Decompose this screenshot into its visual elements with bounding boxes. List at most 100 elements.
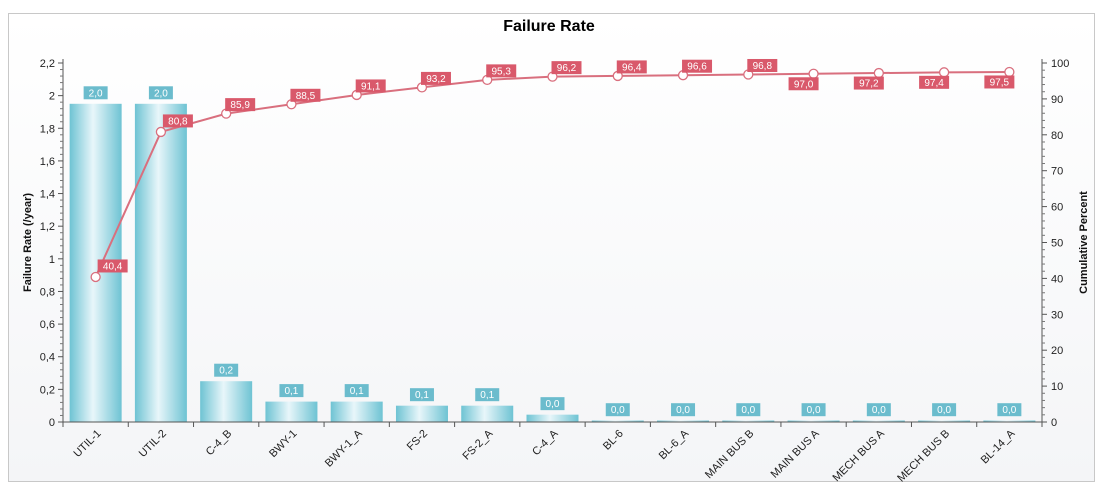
bar-MECH BUS B <box>918 420 971 422</box>
bar-FS-2_A <box>461 405 514 422</box>
cumulative-data-label-text: 97,5 <box>990 77 1010 88</box>
cumulative-data-label-text: 96,8 <box>753 61 773 72</box>
y2-tick-label: 90 <box>1051 94 1063 106</box>
bar-data-label-bg <box>409 388 434 402</box>
bar-data-label: 0,0 <box>605 403 630 417</box>
y-tick-label: 0,8 <box>40 286 55 298</box>
y-tick-label: 0,2 <box>40 384 55 396</box>
bar-data-label-text: 2,0 <box>89 88 103 99</box>
cumulative-data-label-text: 85,9 <box>230 100 250 111</box>
bar-data-label: 0,2 <box>214 363 239 377</box>
y-tick-label: 0,4 <box>40 352 55 364</box>
bar-data-label: 0,1 <box>475 388 500 402</box>
bar-data-label-bg <box>671 403 696 417</box>
y-tick-label: 1,2 <box>40 221 55 233</box>
bar-data-label-bg <box>279 384 304 398</box>
cumulative-data-label-text: 91,1 <box>361 81 381 92</box>
y-tick-label: 2,2 <box>40 58 55 70</box>
cumulative-data-label-text: 93,2 <box>426 74 446 85</box>
bar-data-label: 0,1 <box>409 388 434 402</box>
cumulative-point <box>155 126 167 138</box>
bar-MAIN BUS B <box>722 420 775 422</box>
chart-title: Failure Rate <box>503 18 595 35</box>
x-tick-label: BWY-1 <box>267 428 299 460</box>
cumulative-data-label: 85,9 <box>225 98 256 112</box>
y-axis-title: Failure Rate (/year) <box>22 193 34 292</box>
bar-data-label: 0,0 <box>736 403 761 417</box>
cumulative-data-label-text: 97,0 <box>794 79 814 90</box>
cumulative-point <box>938 67 950 78</box>
cumulative-data-label: 95,3 <box>486 64 517 78</box>
cumulative-data-label-text: 97,2 <box>859 79 879 90</box>
cumulative-data-label-text: 95,3 <box>491 66 511 77</box>
bar-data-label-bg <box>214 363 239 377</box>
y2-tick-label: 30 <box>1051 309 1063 321</box>
y-tick-label: 0 <box>49 417 55 429</box>
y2-tick-label: 10 <box>1051 381 1063 393</box>
cumulative-data-label-text: 97,4 <box>924 78 944 89</box>
bar-data-label: 2,0 <box>148 86 173 100</box>
cumulative-data-label: 97,5 <box>984 75 1015 89</box>
cumulative-data-label-bg <box>682 59 713 73</box>
cumulative-data-label: 97,4 <box>919 75 950 89</box>
bar-data-label-text: 0,0 <box>676 405 690 416</box>
bar-data-label-text: 0,1 <box>284 386 298 397</box>
cumulative-data-label: 80,8 <box>162 114 193 128</box>
bar-data-label-text: 0,0 <box>741 405 755 416</box>
bar-C-4_B <box>200 381 253 422</box>
y-tick-label: 1 <box>49 254 55 266</box>
bar-data-label-text: 0,2 <box>219 366 233 377</box>
y2-tick-label: 50 <box>1051 238 1063 250</box>
cumulative-data-label: 93,2 <box>420 71 451 85</box>
cumulative-data-label: 91,1 <box>355 79 386 93</box>
bar-data-label-text: 0,1 <box>480 390 494 401</box>
bar-data-label: 0,1 <box>344 384 369 398</box>
bar-data-label: 0,0 <box>801 403 826 417</box>
cumulative-data-label-text: 80,8 <box>168 116 188 127</box>
bar-data-label-text: 0,0 <box>611 405 625 416</box>
cumulative-point <box>873 67 884 79</box>
x-tick-label: BL-6_A <box>657 427 692 462</box>
bar-data-label-bg <box>540 397 565 411</box>
cumulative-data-label-bg <box>486 64 517 78</box>
cumulative-data-label-text: 40,4 <box>103 261 123 272</box>
cumulative-data-label: 96,8 <box>747 58 778 72</box>
x-tick-label: FS-2 <box>405 428 430 453</box>
bar-data-label-bg <box>866 403 891 417</box>
bar-BL-6_A <box>657 420 710 422</box>
x-tick-label: MECH BUS A <box>830 427 887 484</box>
bar-data-label-bg <box>932 403 957 417</box>
bar-data-label-text: 0,1 <box>350 386 364 397</box>
cumulative-data-label: 40,4 <box>97 259 128 273</box>
x-tick-label: UTIL-2 <box>137 428 169 460</box>
bar-FS-2 <box>395 405 448 422</box>
labels-layer: 2,0 2,0 0,2 0,1 0,1 0,1 0,1 0,0 0,0 0,0 0,0 0,0 0,0 0… <box>83 58 1022 417</box>
x-tick-label: C-4_A <box>530 427 561 458</box>
y2-tick-label: 70 <box>1051 166 1063 178</box>
bar-data-label: 0,0 <box>997 403 1022 417</box>
bar-data-label: 0,1 <box>279 384 304 398</box>
bar-data-label-bg <box>475 388 500 402</box>
bar-data-label: 0,0 <box>540 397 565 411</box>
x-tick-label: MAIN BUS B <box>703 428 756 481</box>
y2-tick-label: 60 <box>1051 202 1063 214</box>
bar-data-label-text: 0,1 <box>415 390 429 401</box>
x-tick-label: UTIL-1 <box>71 428 103 460</box>
cumulative-data-label: 96,4 <box>616 60 647 74</box>
bar-MECH BUS A <box>852 420 905 422</box>
x-tick-label: C-4_B <box>204 428 235 459</box>
cumulative-data-label-bg <box>420 71 451 85</box>
cumulative-data-label-bg <box>290 88 321 102</box>
bar-data-label-text: 0,0 <box>546 399 560 410</box>
bar-data-label: 0,0 <box>932 403 957 417</box>
bar-data-label-text: 0,0 <box>1002 405 1016 416</box>
y2-tick-label: 0 <box>1051 417 1057 429</box>
cumulative-data-label-bg <box>97 259 128 273</box>
cumulative-data-label-bg <box>616 60 647 74</box>
cumulative-data-label-bg <box>788 77 819 91</box>
cumulative-data-label-bg <box>551 61 582 75</box>
y2-tick-label: 100 <box>1051 58 1069 70</box>
cumulative-data-label-bg <box>747 58 778 72</box>
cumulative-data-label-text: 88,5 <box>296 91 316 102</box>
